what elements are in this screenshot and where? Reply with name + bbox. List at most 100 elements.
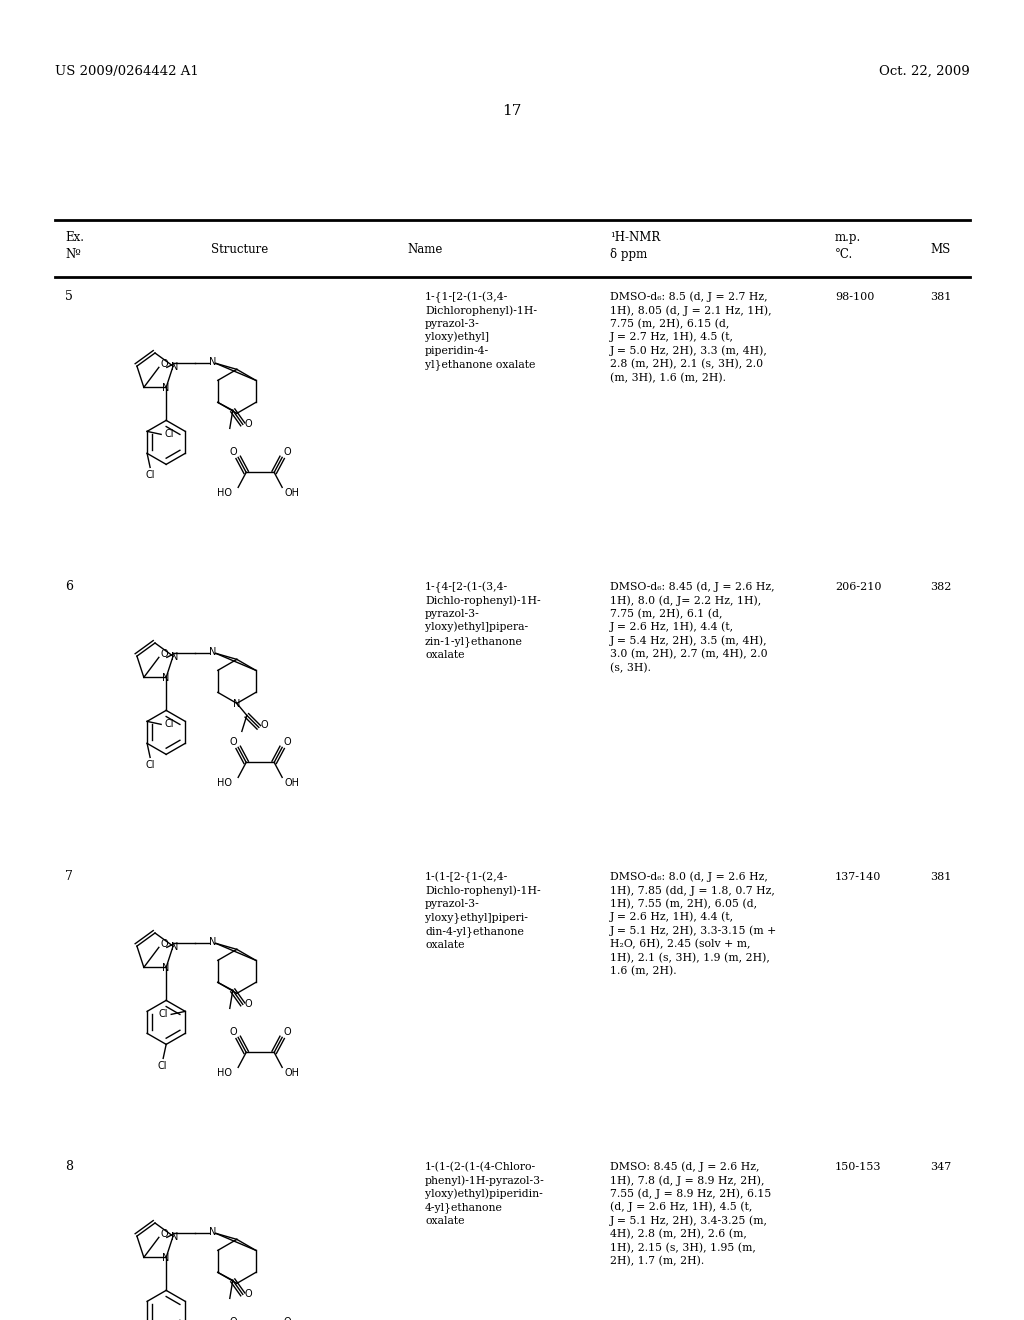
Text: O: O <box>245 420 253 429</box>
Text: 1-(1-(2-(1-(4-Chloro-: 1-(1-(2-(1-(4-Chloro- <box>425 1162 537 1172</box>
Text: 2H), 1.7 (m, 2H).: 2H), 1.7 (m, 2H). <box>610 1257 705 1266</box>
Text: 1H), 8.05 (d, J = 2.1 Hz, 1H),: 1H), 8.05 (d, J = 2.1 Hz, 1H), <box>610 305 772 315</box>
Text: N: N <box>163 673 170 684</box>
Text: 1-{1-[2-(1-(3,4-: 1-{1-[2-(1-(3,4- <box>425 292 508 302</box>
Text: 150-153: 150-153 <box>835 1162 882 1172</box>
Text: 98-100: 98-100 <box>835 292 874 302</box>
Text: Oct. 22, 2009: Oct. 22, 2009 <box>880 65 970 78</box>
Text: O: O <box>260 721 267 730</box>
Text: 4-yl}ethanone: 4-yl}ethanone <box>425 1203 503 1213</box>
Text: DMSO: 8.45 (d, J = 2.6 Hz,: DMSO: 8.45 (d, J = 2.6 Hz, <box>610 1162 760 1172</box>
Text: δ ppm: δ ppm <box>610 248 647 261</box>
Text: 137-140: 137-140 <box>835 873 882 882</box>
Text: J = 2.7 Hz, 1H), 4.5 (t,: J = 2.7 Hz, 1H), 4.5 (t, <box>610 331 734 342</box>
Text: O: O <box>284 1317 291 1320</box>
Text: 7.55 (d, J = 8.9 Hz, 2H), 6.15: 7.55 (d, J = 8.9 Hz, 2H), 6.15 <box>610 1188 771 1199</box>
Text: ¹H-NMR: ¹H-NMR <box>610 231 660 244</box>
Text: 1H), 7.85 (dd, J = 1.8, 0.7 Hz,: 1H), 7.85 (dd, J = 1.8, 0.7 Hz, <box>610 884 775 895</box>
Text: J = 2.6 Hz, 1H), 4.4 (t,: J = 2.6 Hz, 1H), 4.4 (t, <box>610 912 734 923</box>
Text: N: N <box>163 964 170 973</box>
Text: oxalate: oxalate <box>425 1216 465 1226</box>
Text: O: O <box>160 359 168 370</box>
Text: 7.75 (m, 2H), 6.1 (d,: 7.75 (m, 2H), 6.1 (d, <box>610 609 723 619</box>
Text: HO: HO <box>217 488 231 499</box>
Text: m.p.: m.p. <box>835 231 861 244</box>
Text: US 2009/0264442 A1: US 2009/0264442 A1 <box>55 65 199 78</box>
Text: 7: 7 <box>65 870 73 883</box>
Text: zin-1-yl}ethanone: zin-1-yl}ethanone <box>425 636 523 647</box>
Text: Cl: Cl <box>165 429 174 440</box>
Text: N: N <box>209 1228 216 1237</box>
Text: O: O <box>229 1317 237 1320</box>
Text: O: O <box>160 649 168 660</box>
Text: O: O <box>284 447 291 457</box>
Text: Structure: Structure <box>211 243 268 256</box>
Text: O: O <box>160 940 168 949</box>
Text: Cl: Cl <box>159 1010 168 1019</box>
Text: 4H), 2.8 (m, 2H), 2.6 (m,: 4H), 2.8 (m, 2H), 2.6 (m, <box>610 1229 746 1239</box>
Text: 7.75 (m, 2H), 6.15 (d,: 7.75 (m, 2H), 6.15 (d, <box>610 318 729 329</box>
Text: N: N <box>171 942 179 952</box>
Text: O: O <box>160 1229 168 1239</box>
Text: N: N <box>209 647 216 657</box>
Text: °C.: °C. <box>835 248 853 261</box>
Text: 1H), 2.1 (s, 3H), 1.9 (m, 2H),: 1H), 2.1 (s, 3H), 1.9 (m, 2H), <box>610 953 770 964</box>
Text: J = 5.1 Hz, 2H), 3.4-3.25 (m,: J = 5.1 Hz, 2H), 3.4-3.25 (m, <box>610 1216 768 1226</box>
Text: OH: OH <box>285 1068 300 1078</box>
Text: DMSO-d₆: 8.45 (d, J = 2.6 Hz,: DMSO-d₆: 8.45 (d, J = 2.6 Hz, <box>610 581 774 591</box>
Text: 6: 6 <box>65 579 73 593</box>
Text: N: N <box>233 700 241 709</box>
Text: J = 2.6 Hz, 1H), 4.4 (t,: J = 2.6 Hz, 1H), 4.4 (t, <box>610 622 734 632</box>
Text: Dichlo-rophenyl)-1H-: Dichlo-rophenyl)-1H- <box>425 595 541 606</box>
Text: 381: 381 <box>930 873 951 882</box>
Text: N: N <box>163 383 170 393</box>
Text: N: N <box>171 1232 179 1242</box>
Text: 347: 347 <box>930 1162 951 1172</box>
Text: Name: Name <box>408 243 442 256</box>
Text: OH: OH <box>285 779 300 788</box>
Text: Nº: Nº <box>65 248 81 261</box>
Text: N: N <box>163 1254 170 1263</box>
Text: 3.0 (m, 2H), 2.7 (m, 4H), 2.0: 3.0 (m, 2H), 2.7 (m, 4H), 2.0 <box>610 649 768 660</box>
Text: (m, 3H), 1.6 (m, 2H).: (m, 3H), 1.6 (m, 2H). <box>610 372 726 383</box>
Text: 1.6 (m, 2H).: 1.6 (m, 2H). <box>610 966 677 977</box>
Text: O: O <box>229 738 237 747</box>
Text: DMSO-d₆: 8.0 (d, J = 2.6 Hz,: DMSO-d₆: 8.0 (d, J = 2.6 Hz, <box>610 871 768 882</box>
Text: yloxy)ethyl]pipera-: yloxy)ethyl]pipera- <box>425 622 528 632</box>
Text: Cl: Cl <box>165 719 174 730</box>
Text: phenyl)-1H-pyrazol-3-: phenyl)-1H-pyrazol-3- <box>425 1175 545 1185</box>
Text: 1H), 7.55 (m, 2H), 6.05 (d,: 1H), 7.55 (m, 2H), 6.05 (d, <box>610 899 757 909</box>
Text: 1-(1-[2-{1-(2,4-: 1-(1-[2-{1-(2,4- <box>425 871 508 883</box>
Text: Ex.: Ex. <box>65 231 84 244</box>
Text: H₂O, 6H), 2.45 (solv + m,: H₂O, 6H), 2.45 (solv + m, <box>610 939 751 949</box>
Text: din-4-yl}ethanone: din-4-yl}ethanone <box>425 927 524 937</box>
Text: MS: MS <box>930 243 950 256</box>
Text: 1H), 2.15 (s, 3H), 1.95 (m,: 1H), 2.15 (s, 3H), 1.95 (m, <box>610 1242 756 1253</box>
Text: 17: 17 <box>503 104 521 117</box>
Text: Dichlo-rophenyl)-1H-: Dichlo-rophenyl)-1H- <box>425 884 541 895</box>
Text: 5: 5 <box>65 290 73 304</box>
Text: (d, J = 2.6 Hz, 1H), 4.5 (t,: (d, J = 2.6 Hz, 1H), 4.5 (t, <box>610 1203 753 1213</box>
Text: pyrazol-3-: pyrazol-3- <box>425 319 480 329</box>
Text: Dichlorophenyl)-1H-: Dichlorophenyl)-1H- <box>425 305 537 315</box>
Text: Cl: Cl <box>145 760 155 771</box>
Text: 382: 382 <box>930 582 951 591</box>
Text: yloxy)ethyl]: yloxy)ethyl] <box>425 331 489 342</box>
Text: N: N <box>171 362 179 372</box>
Text: HO: HO <box>217 779 231 788</box>
Text: O: O <box>229 447 237 457</box>
Text: yloxy)ethyl)piperidin-: yloxy)ethyl)piperidin- <box>425 1188 543 1199</box>
Text: piperidin-4-: piperidin-4- <box>425 346 489 356</box>
Text: O: O <box>284 1027 291 1038</box>
Text: yl}ethanone oxalate: yl}ethanone oxalate <box>425 359 536 371</box>
Text: J = 5.0 Hz, 2H), 3.3 (m, 4H),: J = 5.0 Hz, 2H), 3.3 (m, 4H), <box>610 346 768 356</box>
Text: O: O <box>245 999 253 1010</box>
Text: O: O <box>229 1027 237 1038</box>
Text: 2.8 (m, 2H), 2.1 (s, 3H), 2.0: 2.8 (m, 2H), 2.1 (s, 3H), 2.0 <box>610 359 763 370</box>
Text: 8: 8 <box>65 1160 73 1173</box>
Text: O: O <box>284 738 291 747</box>
Text: N: N <box>209 937 216 948</box>
Text: 206-210: 206-210 <box>835 582 882 591</box>
Text: DMSO-d₆: 8.5 (d, J = 2.7 Hz,: DMSO-d₆: 8.5 (d, J = 2.7 Hz, <box>610 292 768 302</box>
Text: pyrazol-3-: pyrazol-3- <box>425 609 480 619</box>
